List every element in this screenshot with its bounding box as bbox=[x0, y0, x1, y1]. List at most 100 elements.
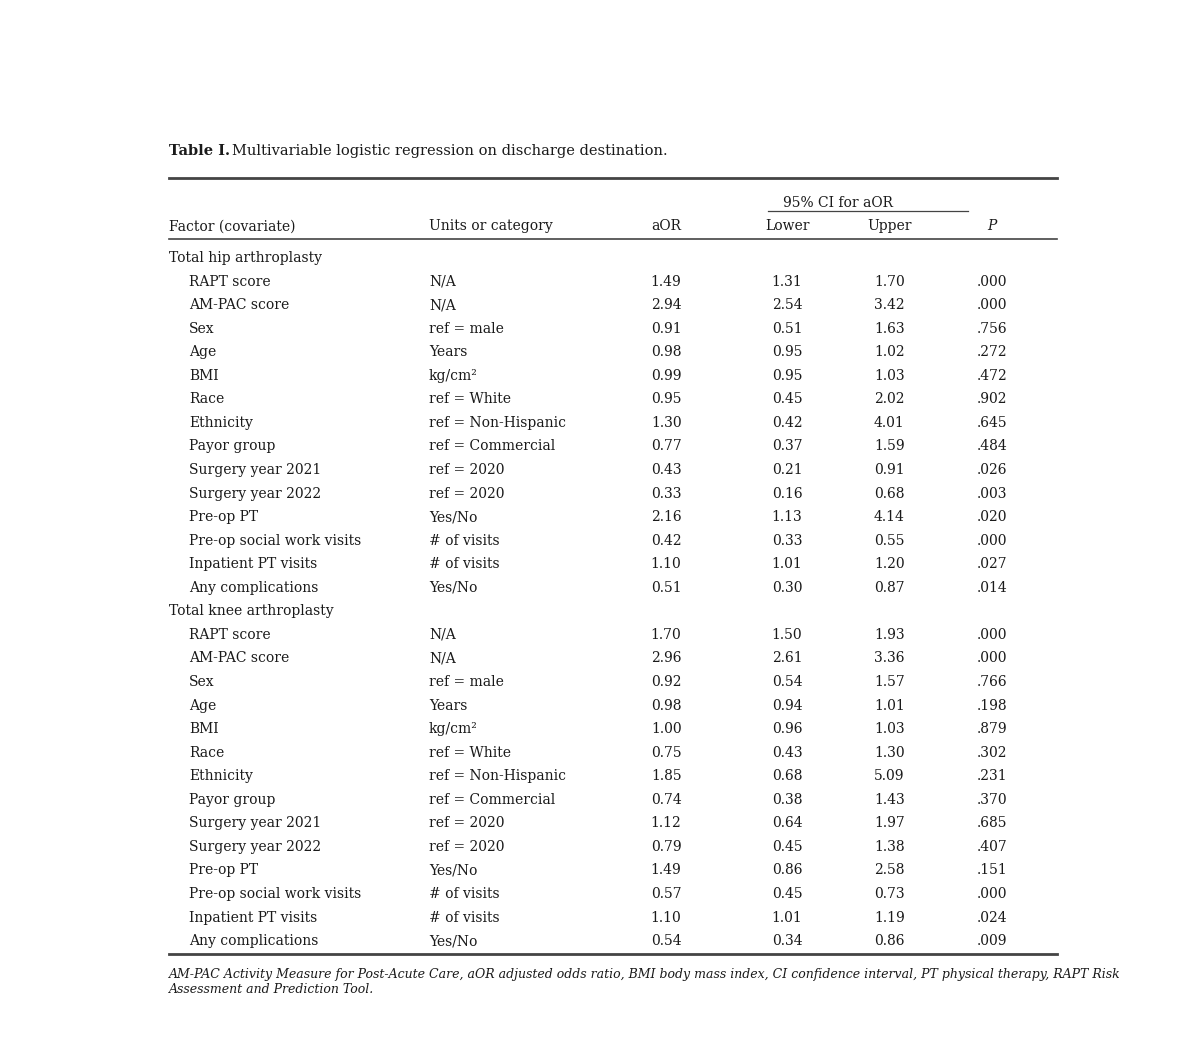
Text: .472: .472 bbox=[977, 369, 1007, 383]
Text: ref = White: ref = White bbox=[430, 392, 511, 407]
Text: Multivariable logistic regression on discharge destination.: Multivariable logistic regression on dis… bbox=[232, 144, 667, 159]
Text: 1.01: 1.01 bbox=[772, 557, 803, 571]
Text: 95% CI for aOR: 95% CI for aOR bbox=[784, 196, 893, 209]
Text: .902: .902 bbox=[977, 392, 1007, 407]
Text: 0.21: 0.21 bbox=[772, 463, 803, 477]
Text: .000: .000 bbox=[977, 651, 1007, 666]
Text: 0.77: 0.77 bbox=[650, 440, 682, 453]
Text: .484: .484 bbox=[977, 440, 1007, 453]
Text: 0.75: 0.75 bbox=[650, 746, 682, 760]
Text: .302: .302 bbox=[977, 746, 1007, 760]
Text: Upper: Upper bbox=[868, 220, 912, 233]
Text: 1.03: 1.03 bbox=[874, 369, 905, 383]
Text: .000: .000 bbox=[977, 627, 1007, 642]
Text: .151: .151 bbox=[977, 864, 1007, 877]
Text: 1.49: 1.49 bbox=[650, 275, 682, 288]
Text: 1.30: 1.30 bbox=[874, 746, 905, 760]
Text: ref = male: ref = male bbox=[430, 321, 504, 336]
Text: AM-PAC Activity Measure for Post-Acute Care, aOR adjusted odds ratio, BMI body m: AM-PAC Activity Measure for Post-Acute C… bbox=[168, 969, 1121, 997]
Text: N/A: N/A bbox=[430, 627, 456, 642]
Text: N/A: N/A bbox=[430, 298, 456, 312]
Text: .000: .000 bbox=[977, 275, 1007, 288]
Text: BMI: BMI bbox=[190, 722, 218, 736]
Text: 0.64: 0.64 bbox=[772, 816, 803, 831]
Text: Sex: Sex bbox=[190, 321, 215, 336]
Text: 0.57: 0.57 bbox=[650, 887, 682, 901]
Text: 0.79: 0.79 bbox=[650, 840, 682, 853]
Text: 0.54: 0.54 bbox=[772, 675, 803, 689]
Text: 0.42: 0.42 bbox=[650, 534, 682, 548]
Text: 0.98: 0.98 bbox=[650, 345, 682, 359]
Text: 1.00: 1.00 bbox=[650, 722, 682, 736]
Text: 4.14: 4.14 bbox=[874, 510, 905, 524]
Text: 1.30: 1.30 bbox=[650, 416, 682, 430]
Text: 2.61: 2.61 bbox=[772, 651, 803, 666]
Text: Total knee arthroplasty: Total knee arthroplasty bbox=[168, 605, 334, 618]
Text: .272: .272 bbox=[977, 345, 1007, 359]
Text: .756: .756 bbox=[977, 321, 1007, 336]
Text: ref = 2020: ref = 2020 bbox=[430, 463, 504, 477]
Text: 2.58: 2.58 bbox=[874, 864, 905, 877]
Text: Units or category: Units or category bbox=[430, 220, 553, 233]
Text: Any complications: Any complications bbox=[190, 581, 318, 595]
Text: 1.10: 1.10 bbox=[650, 910, 682, 925]
Text: .003: .003 bbox=[977, 486, 1007, 501]
Text: 1.43: 1.43 bbox=[874, 792, 905, 807]
Text: 0.68: 0.68 bbox=[874, 486, 905, 501]
Text: RAPT score: RAPT score bbox=[190, 275, 271, 288]
Text: ref = Non-Hispanic: ref = Non-Hispanic bbox=[430, 416, 566, 430]
Text: Pre-op social work visits: Pre-op social work visits bbox=[190, 534, 361, 548]
Text: 0.74: 0.74 bbox=[650, 792, 682, 807]
Text: aOR: aOR bbox=[652, 220, 682, 233]
Text: 3.36: 3.36 bbox=[874, 651, 905, 666]
Text: ref = 2020: ref = 2020 bbox=[430, 840, 504, 853]
Text: Inpatient PT visits: Inpatient PT visits bbox=[190, 910, 317, 925]
Text: 2.54: 2.54 bbox=[772, 298, 803, 312]
Text: 0.55: 0.55 bbox=[874, 534, 905, 548]
Text: Yes/No: Yes/No bbox=[430, 934, 478, 948]
Text: 0.86: 0.86 bbox=[772, 864, 803, 877]
Text: Any complications: Any complications bbox=[190, 934, 318, 948]
Text: 1.12: 1.12 bbox=[650, 816, 682, 831]
Text: 1.19: 1.19 bbox=[874, 910, 905, 925]
Text: .000: .000 bbox=[977, 534, 1007, 548]
Text: .020: .020 bbox=[977, 510, 1007, 524]
Text: Race: Race bbox=[190, 392, 224, 407]
Text: # of visits: # of visits bbox=[430, 887, 499, 901]
Text: .370: .370 bbox=[977, 792, 1007, 807]
Text: Ethnicity: Ethnicity bbox=[190, 769, 253, 783]
Text: Pre-op social work visits: Pre-op social work visits bbox=[190, 887, 361, 901]
Text: 2.16: 2.16 bbox=[650, 510, 682, 524]
Text: 0.30: 0.30 bbox=[772, 581, 803, 595]
Text: .766: .766 bbox=[977, 675, 1007, 689]
Text: ref = Commercial: ref = Commercial bbox=[430, 440, 556, 453]
Text: 0.37: 0.37 bbox=[772, 440, 803, 453]
Text: ref = 2020: ref = 2020 bbox=[430, 816, 504, 831]
Text: P: P bbox=[986, 220, 996, 233]
Text: Years: Years bbox=[430, 345, 467, 359]
Text: Pre-op PT: Pre-op PT bbox=[190, 864, 258, 877]
Text: Surgery year 2021: Surgery year 2021 bbox=[190, 463, 322, 477]
Text: N/A: N/A bbox=[430, 275, 456, 288]
Text: 0.96: 0.96 bbox=[772, 722, 803, 736]
Text: Yes/No: Yes/No bbox=[430, 581, 478, 595]
Text: ref = 2020: ref = 2020 bbox=[430, 486, 504, 501]
Text: kg/cm²: kg/cm² bbox=[430, 369, 478, 383]
Text: 0.86: 0.86 bbox=[874, 934, 905, 948]
Text: 1.03: 1.03 bbox=[874, 722, 905, 736]
Text: 0.33: 0.33 bbox=[650, 486, 682, 501]
Text: 1.31: 1.31 bbox=[772, 275, 803, 288]
Text: 0.34: 0.34 bbox=[772, 934, 803, 948]
Text: ref = Commercial: ref = Commercial bbox=[430, 792, 556, 807]
Text: 0.43: 0.43 bbox=[650, 463, 682, 477]
Text: Factor (covariate): Factor (covariate) bbox=[168, 220, 295, 233]
Text: Race: Race bbox=[190, 746, 224, 760]
Text: Total hip arthroplasty: Total hip arthroplasty bbox=[168, 251, 322, 265]
Text: 0.38: 0.38 bbox=[772, 792, 803, 807]
Text: Surgery year 2022: Surgery year 2022 bbox=[190, 486, 322, 501]
Text: 3.42: 3.42 bbox=[874, 298, 905, 312]
Text: 0.95: 0.95 bbox=[772, 345, 803, 359]
Text: 2.94: 2.94 bbox=[650, 298, 682, 312]
Text: .014: .014 bbox=[977, 581, 1007, 595]
Text: Pre-op PT: Pre-op PT bbox=[190, 510, 258, 524]
